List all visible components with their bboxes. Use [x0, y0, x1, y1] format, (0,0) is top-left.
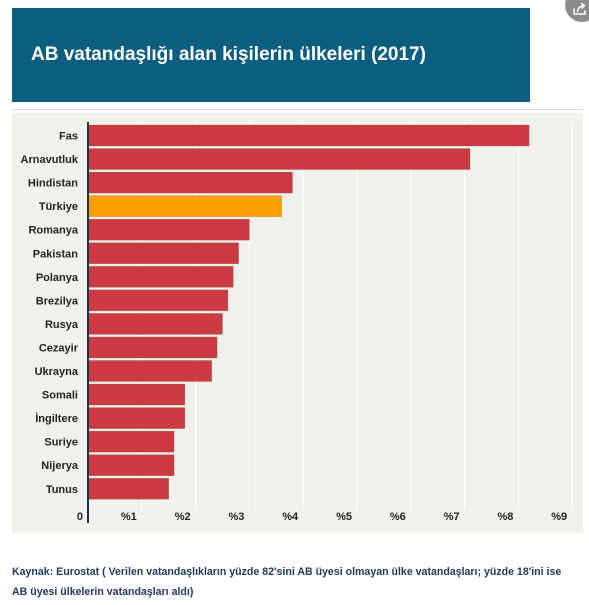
x-tick-label: %8: [497, 511, 513, 523]
bar: [87, 266, 234, 288]
x-tick-label: %7: [444, 511, 460, 523]
header-divider: [12, 109, 583, 110]
x-tick-labels: 0 %1 %2 %3 %4 %5 %6 %7 %8 %9: [77, 511, 567, 523]
bar: [87, 313, 223, 335]
bar: [87, 171, 293, 194]
category-label: Tunus: [46, 484, 78, 496]
bar: [87, 242, 239, 265]
x-tick-label: %6: [390, 511, 406, 523]
source-note: Kaynak: Eurostat ( Verilen vatandaşlıkla…: [12, 566, 562, 598]
category-label: Brezilya: [36, 295, 79, 307]
x-tick-label: %4: [282, 511, 299, 523]
x-tick-label: 0: [77, 511, 83, 523]
x-tick-label: %5: [336, 511, 352, 523]
category-label: Suriye: [44, 437, 78, 449]
x-tick-label: %1: [121, 511, 137, 523]
category-label: Romanya: [28, 225, 78, 237]
category-label: Ukrayna: [35, 366, 79, 378]
category-label: Somali: [42, 390, 78, 402]
category-label: Hindistan: [28, 178, 78, 190]
bar: [87, 289, 229, 312]
share-button[interactable]: [561, 0, 589, 24]
category-label: Türkiye: [39, 201, 78, 213]
bar-chart: Fas Arnavutluk Hindistan Türkiye Romanya Paki…: [12, 113, 583, 533]
bars: [87, 124, 530, 500]
category-label: Cezayir: [39, 342, 79, 354]
category-labels: Fas Arnavutluk Hindistan Türkiye Romanya Paki…: [21, 131, 79, 496]
bar: [87, 454, 175, 477]
category-label: Pakistan: [33, 248, 79, 260]
bar: [87, 360, 213, 382]
category-label: Nijerya: [41, 460, 79, 472]
category-label: Arnavutluk: [21, 154, 79, 166]
bar: [87, 430, 175, 453]
category-label: Polanya: [36, 272, 79, 284]
x-tick-label: %9: [551, 511, 567, 523]
bar: [87, 218, 250, 241]
category-label: İngiltere: [35, 412, 78, 425]
bar: [87, 148, 471, 170]
x-tick-label: %3: [228, 511, 244, 523]
bar: [87, 477, 169, 500]
bar: [87, 124, 530, 147]
bar: [87, 407, 186, 429]
category-label: Rusya: [45, 319, 79, 331]
bar: [87, 383, 186, 406]
category-label: Fas: [59, 131, 78, 143]
chart-title: AB vatandaşlığı alan kişilerin ülkeleri …: [31, 44, 426, 65]
x-tick-label: %2: [175, 511, 191, 523]
bar: [87, 195, 282, 217]
title-banner: AB vatandaşlığı alan kişilerin ülkeleri …: [12, 8, 530, 102]
bar: [87, 336, 218, 359]
share-icon[interactable]: [573, 2, 586, 15]
